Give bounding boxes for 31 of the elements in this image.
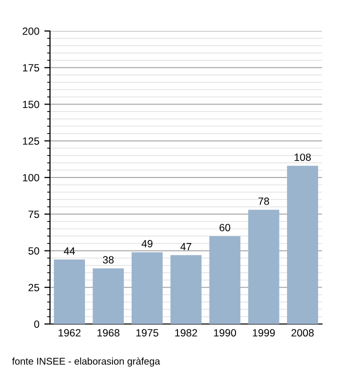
bar — [287, 166, 318, 324]
y-tick-label: 100 — [23, 174, 40, 182]
data-label: 38 — [102, 256, 114, 264]
data-label: 60 — [220, 224, 230, 232]
x-tick-label: 1982 — [175, 329, 198, 337]
x-tick-label: 1990 — [214, 329, 236, 337]
y-tick-label: 75 — [28, 210, 40, 218]
data-label: 108 — [294, 154, 311, 161]
data-label: 49 — [142, 240, 152, 248]
data-label: 78 — [258, 198, 270, 205]
bar — [54, 260, 85, 324]
x-tick-label: 1975 — [136, 329, 158, 337]
x-tick-label: 1962 — [58, 329, 80, 337]
y-tick-label: 200 — [22, 28, 40, 35]
bar — [170, 255, 202, 324]
y-tick-label: 25 — [28, 284, 40, 292]
y-tick-label: 50 — [28, 247, 40, 255]
y-tick-label: 0 — [34, 320, 40, 328]
x-tick-label: 2008 — [292, 329, 314, 337]
x-tick-label: 1968 — [97, 329, 120, 337]
bar — [132, 252, 163, 324]
y-tick-label: 125 — [23, 137, 40, 145]
source-note: fonte INSEE - elaborasion gràfega — [12, 357, 160, 367]
bar — [248, 210, 280, 324]
y-tick-label: 175 — [23, 64, 40, 72]
bar — [92, 268, 124, 324]
data-label: 44 — [64, 247, 75, 255]
x-tick-label: 1999 — [252, 329, 275, 337]
bar — [209, 236, 240, 324]
y-tick-label: 150 — [23, 100, 40, 108]
data-label: 47 — [180, 243, 192, 250]
